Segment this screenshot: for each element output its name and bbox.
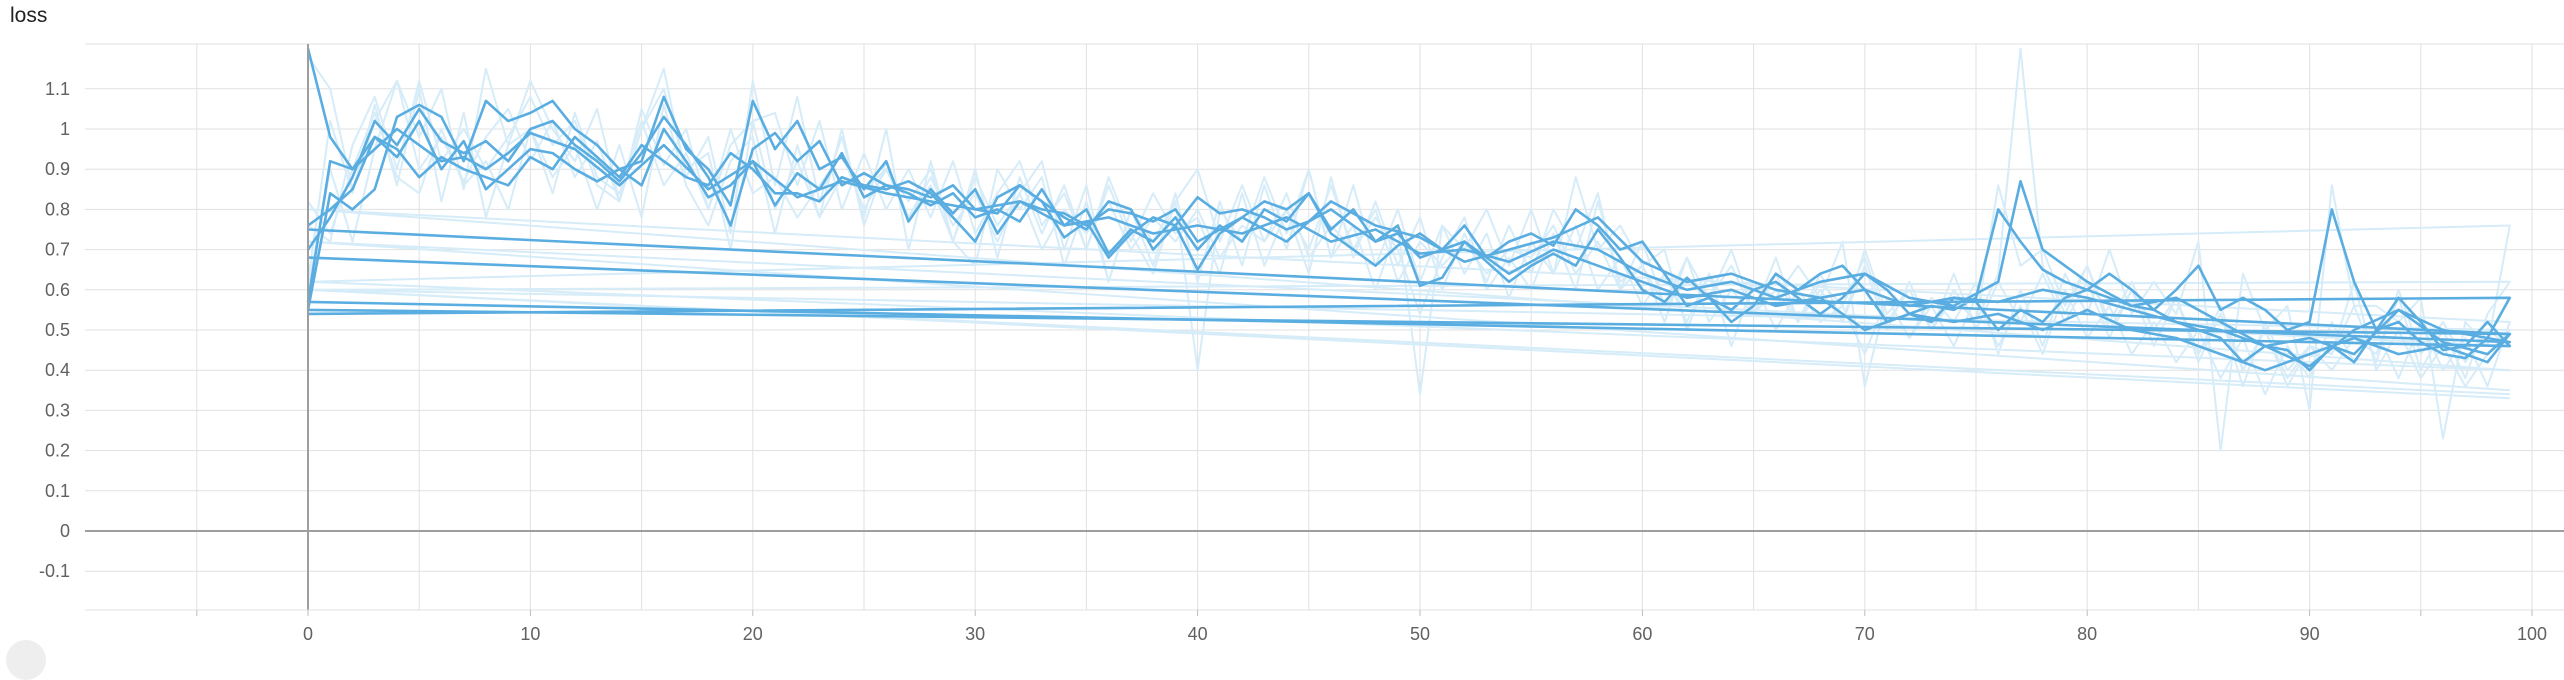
y-tick-label: 0.8 xyxy=(45,199,70,219)
smoothed-series-5 xyxy=(307,135,2512,352)
y-tick-label: 0.1 xyxy=(45,481,70,501)
smoothed-series-3 xyxy=(306,119,2512,372)
tick-labels: -0.1 0 0.1 0.2 0.3 0.4 0.5 0.6 0.7 0.8 0.9 1 1.1 0 10 2… xyxy=(39,79,2547,644)
x-tick-label: 0 xyxy=(303,624,313,644)
y-tick-label: -0.1 xyxy=(39,561,70,581)
x-tick-label: 50 xyxy=(1410,624,1430,644)
y-tick-label: 0.6 xyxy=(45,280,70,300)
x-tick-label: 100 xyxy=(2517,624,2547,644)
x-tick-label: 60 xyxy=(1632,624,1652,644)
x-tick-label: 20 xyxy=(743,624,763,644)
line-chart: -0.1 0 0.1 0.2 0.3 0.4 0.5 0.6 0.7 0.8 0.9 1 1.1 0 10 2… xyxy=(39,43,2564,644)
y-tick-label: 1.1 xyxy=(45,79,70,99)
x-tick-label: 40 xyxy=(1188,624,1208,644)
y-tick-label: 0.3 xyxy=(45,400,70,420)
x-tick-label: 80 xyxy=(2077,624,2097,644)
y-tick-label: 0.7 xyxy=(45,240,70,260)
y-tick-label: 1 xyxy=(60,119,70,139)
axes xyxy=(85,44,2564,616)
y-tick-label: 0.2 xyxy=(45,441,70,461)
raw-series-5 xyxy=(307,111,2511,452)
corner-button[interactable] xyxy=(6,640,46,680)
x-tick-label: 70 xyxy=(1855,624,1875,644)
y-tick-label: 0.9 xyxy=(45,159,70,179)
y-tick-label: 0.5 xyxy=(45,320,70,340)
smoothed-series-4 xyxy=(306,107,2512,372)
y-tick-label: 0 xyxy=(60,521,70,541)
x-tick-label: 10 xyxy=(520,624,540,644)
y-tick-label: 0.4 xyxy=(45,360,70,380)
x-tick-label: 30 xyxy=(965,624,985,644)
chart-title: loss xyxy=(10,4,48,27)
raw-series-1 xyxy=(307,47,2511,396)
x-tick-label: 90 xyxy=(2300,624,2320,644)
smoothed-series-layer xyxy=(306,48,2512,372)
